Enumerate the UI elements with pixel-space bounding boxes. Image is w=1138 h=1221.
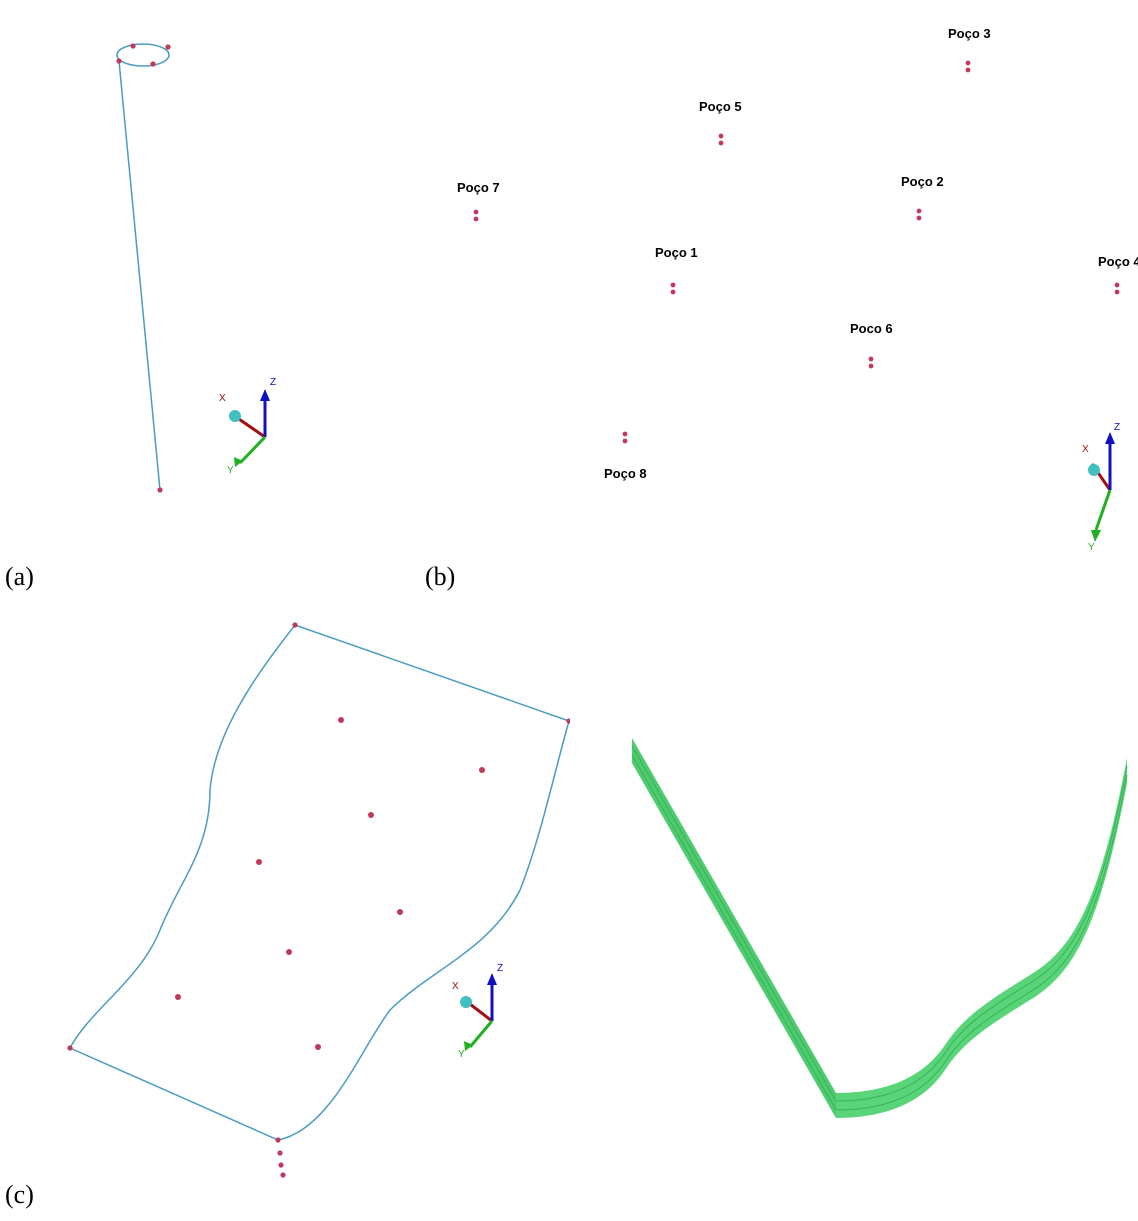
well-trajectory-line	[118, 60, 161, 491]
well-label: Poco 6	[850, 321, 893, 336]
y-axis-label: Y	[227, 465, 234, 476]
layered-solid-diagram	[631, 738, 1128, 1118]
z-axis-label: Z	[497, 963, 503, 974]
solid-right-side	[836, 758, 1127, 1118]
well-point	[397, 909, 403, 915]
axis-origin-ball	[1088, 464, 1100, 476]
axis-origin-ball	[460, 996, 472, 1008]
well-label: Poço 2	[901, 174, 944, 189]
well-point	[175, 994, 181, 1000]
well-marker-1: Poço 1	[655, 245, 698, 295]
wellhead-point	[130, 43, 136, 49]
wellhead-ellipse	[116, 43, 170, 67]
caption-a: (a)	[5, 562, 34, 591]
axis-triad: X Z Y	[219, 377, 276, 476]
well-marker-2: Poço 2	[901, 174, 944, 221]
wellhead-point	[150, 61, 156, 67]
well-label: Poço 7	[457, 180, 500, 195]
well-marker-4: Poço 4	[1098, 254, 1138, 295]
well-marker-8: Poço 8	[604, 431, 647, 481]
surface-boundary	[68, 624, 570, 1141]
axis-triad: X Z Y	[1082, 422, 1120, 553]
axis-origin-ball	[229, 410, 241, 422]
wellhead-point	[116, 58, 122, 64]
well-point	[338, 717, 344, 723]
well-point	[256, 859, 262, 865]
panel-b: Poço 3 Poço 5 Poço 7 Poço 2 Poço 1 Poço …	[420, 0, 1138, 560]
well-marker-5: Poço 5	[699, 99, 742, 146]
well-point	[315, 1044, 321, 1050]
z-axis-label: Z	[1114, 422, 1120, 433]
well-bottom-point	[157, 487, 163, 493]
well-point	[368, 812, 374, 818]
well-positions-diagram: Poço 3 Poço 5 Poço 7 Poço 2 Poço 1 Poço …	[457, 26, 1138, 553]
surface-outline-diagram: X Z Y	[67, 622, 572, 1178]
axis-triad: X Z Y	[452, 963, 503, 1060]
well-label: Poço 4	[1098, 254, 1138, 269]
y-axis-label: Y	[458, 1049, 465, 1060]
panel-c: X Z Y	[0, 610, 572, 1180]
panel-a: X Z Y	[0, 0, 420, 560]
well-marker-3: Poço 3	[948, 26, 991, 73]
well-marker-7: Poço 7	[457, 180, 500, 222]
y-axis-label: Y	[1088, 542, 1095, 553]
well-label: Poço 8	[604, 466, 647, 481]
well-marker-6: Poco 6	[850, 321, 893, 369]
well-trajectory-diagram: X Z Y	[116, 43, 276, 493]
well-point	[286, 949, 292, 955]
well-point	[479, 767, 485, 773]
caption-b: (b)	[425, 562, 456, 591]
panel-d	[570, 600, 1138, 1180]
x-axis-label: X	[1082, 444, 1089, 455]
well-label: Poço 3	[948, 26, 991, 41]
solid-top-surface	[632, 551, 1127, 1093]
caption-c: (c)	[5, 1180, 34, 1209]
well-label: Poço 5	[699, 99, 742, 114]
x-axis-label: X	[452, 981, 459, 992]
solid-front-side	[632, 738, 836, 1118]
x-axis-label: X	[219, 393, 226, 404]
well-label: Poço 1	[655, 245, 698, 260]
z-axis-label: Z	[270, 377, 276, 388]
solid-top-face	[632, 525, 1127, 1093]
wellhead-point	[165, 44, 171, 50]
